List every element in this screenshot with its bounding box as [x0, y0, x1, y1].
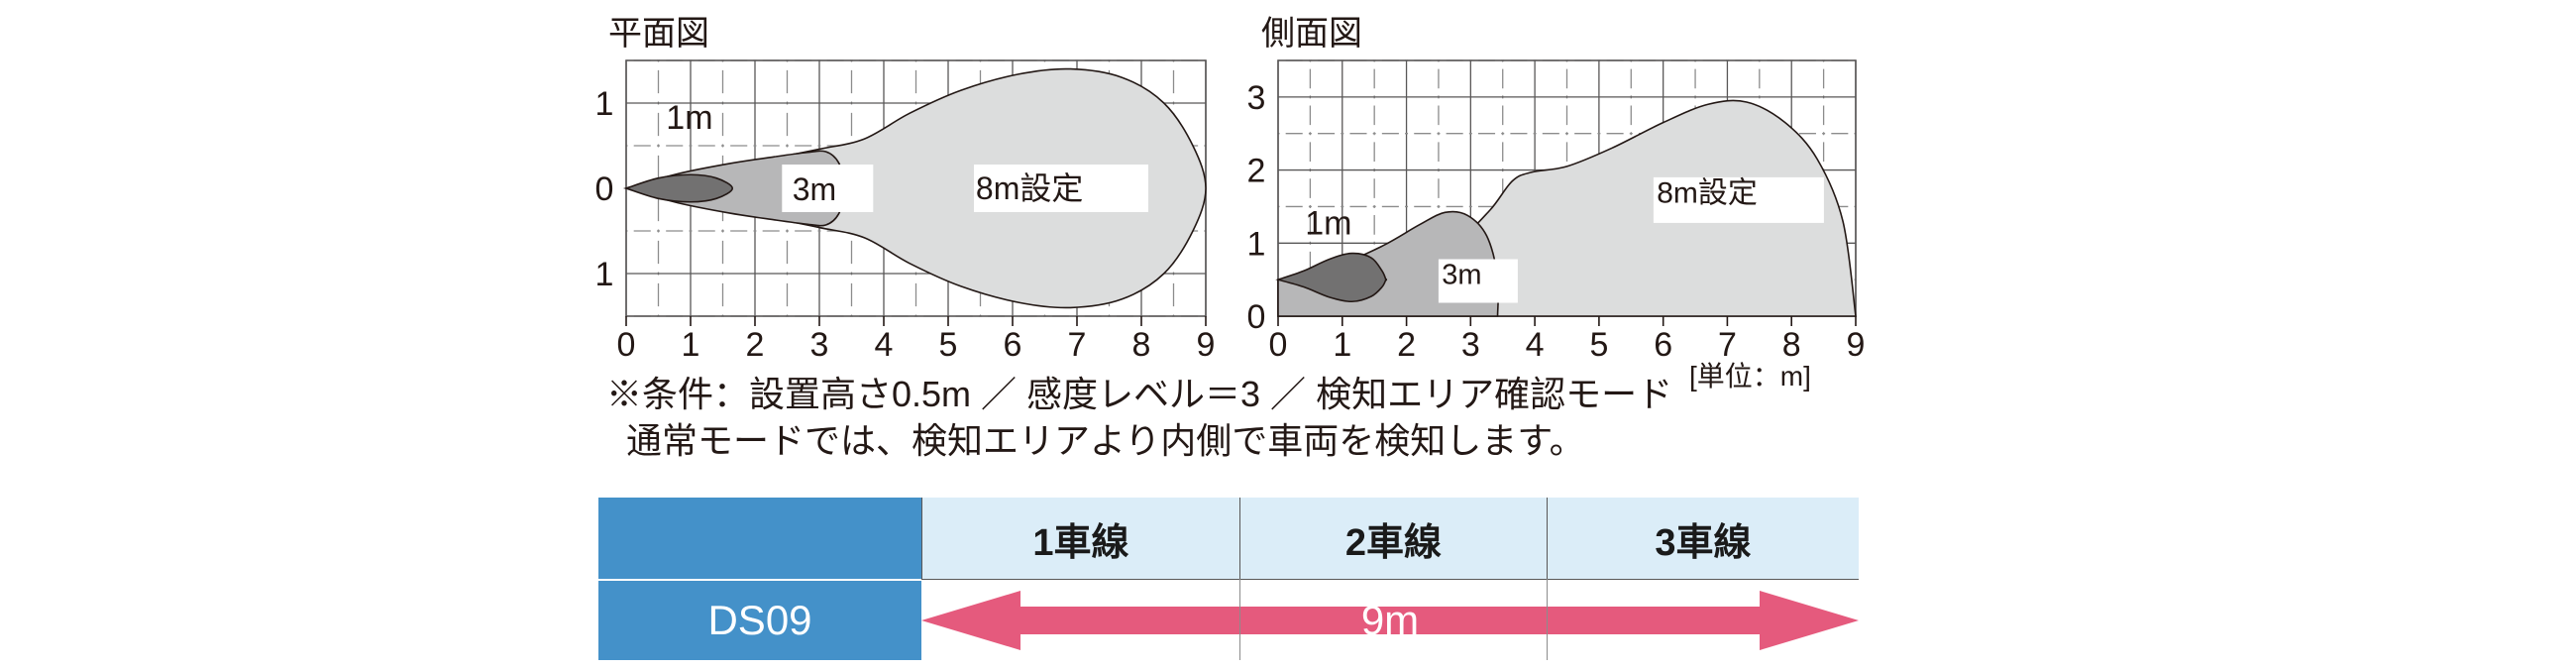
svg-text:3m: 3m — [793, 171, 836, 207]
svg-text:3m: 3m — [1442, 260, 1481, 291]
svg-text:7: 7 — [1068, 326, 1087, 364]
svg-text:9: 9 — [1847, 326, 1866, 364]
svg-text:3: 3 — [810, 326, 829, 364]
svg-text:1: 1 — [682, 326, 700, 364]
svg-text:6: 6 — [1654, 326, 1672, 364]
svg-text:8m設定: 8m設定 — [1657, 177, 1758, 210]
svg-text:0: 0 — [595, 170, 614, 208]
svg-text:4: 4 — [875, 326, 894, 364]
svg-text:3: 3 — [1461, 326, 1480, 364]
svg-text:5: 5 — [939, 326, 958, 364]
svg-text:2: 2 — [746, 326, 765, 364]
svg-text:0: 0 — [617, 326, 636, 364]
svg-text:8: 8 — [1132, 326, 1151, 364]
svg-text:3: 3 — [1247, 79, 1266, 117]
svg-text:1m: 1m — [1305, 204, 1351, 242]
svg-text:5: 5 — [1589, 326, 1608, 364]
svg-text:2: 2 — [1247, 153, 1266, 190]
svg-text:4: 4 — [1526, 326, 1545, 364]
svg-text:8m設定: 8m設定 — [976, 170, 1083, 206]
svg-text:6: 6 — [1004, 326, 1022, 364]
svg-text:1: 1 — [595, 85, 614, 123]
svg-text:1: 1 — [1247, 225, 1266, 263]
svg-text:1m: 1m — [666, 99, 712, 137]
svg-text:2: 2 — [1397, 326, 1416, 364]
svg-text:1: 1 — [1333, 326, 1351, 364]
svg-text:1: 1 — [595, 256, 614, 293]
svg-text:0: 0 — [1247, 298, 1266, 336]
svg-text:0: 0 — [1269, 326, 1288, 364]
svg-text:9: 9 — [1197, 326, 1216, 364]
